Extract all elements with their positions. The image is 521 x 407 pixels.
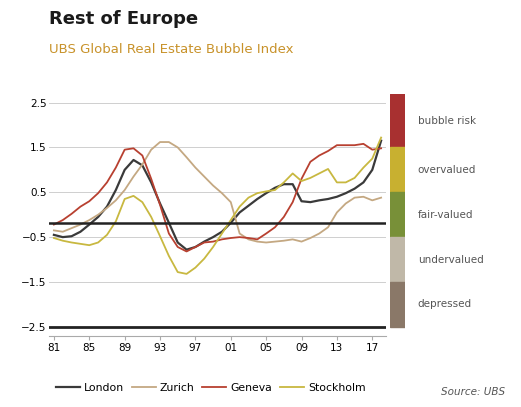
Text: UBS Global Real Estate Bubble Index: UBS Global Real Estate Bubble Index <box>49 43 294 56</box>
Bar <box>390 147 405 192</box>
Bar <box>390 192 405 237</box>
Text: overvalued: overvalued <box>418 165 476 175</box>
Bar <box>390 282 405 327</box>
Bar <box>390 237 405 282</box>
Text: fair-valued: fair-valued <box>418 210 473 220</box>
Text: depressed: depressed <box>418 300 472 309</box>
Text: bubble risk: bubble risk <box>418 116 476 125</box>
Text: Rest of Europe: Rest of Europe <box>49 10 199 28</box>
Text: undervalued: undervalued <box>418 254 483 265</box>
Bar <box>390 94 405 147</box>
Text: Source: UBS: Source: UBS <box>441 387 505 397</box>
Legend: London, Zurich, Geneva, Stockholm: London, Zurich, Geneva, Stockholm <box>52 379 370 397</box>
